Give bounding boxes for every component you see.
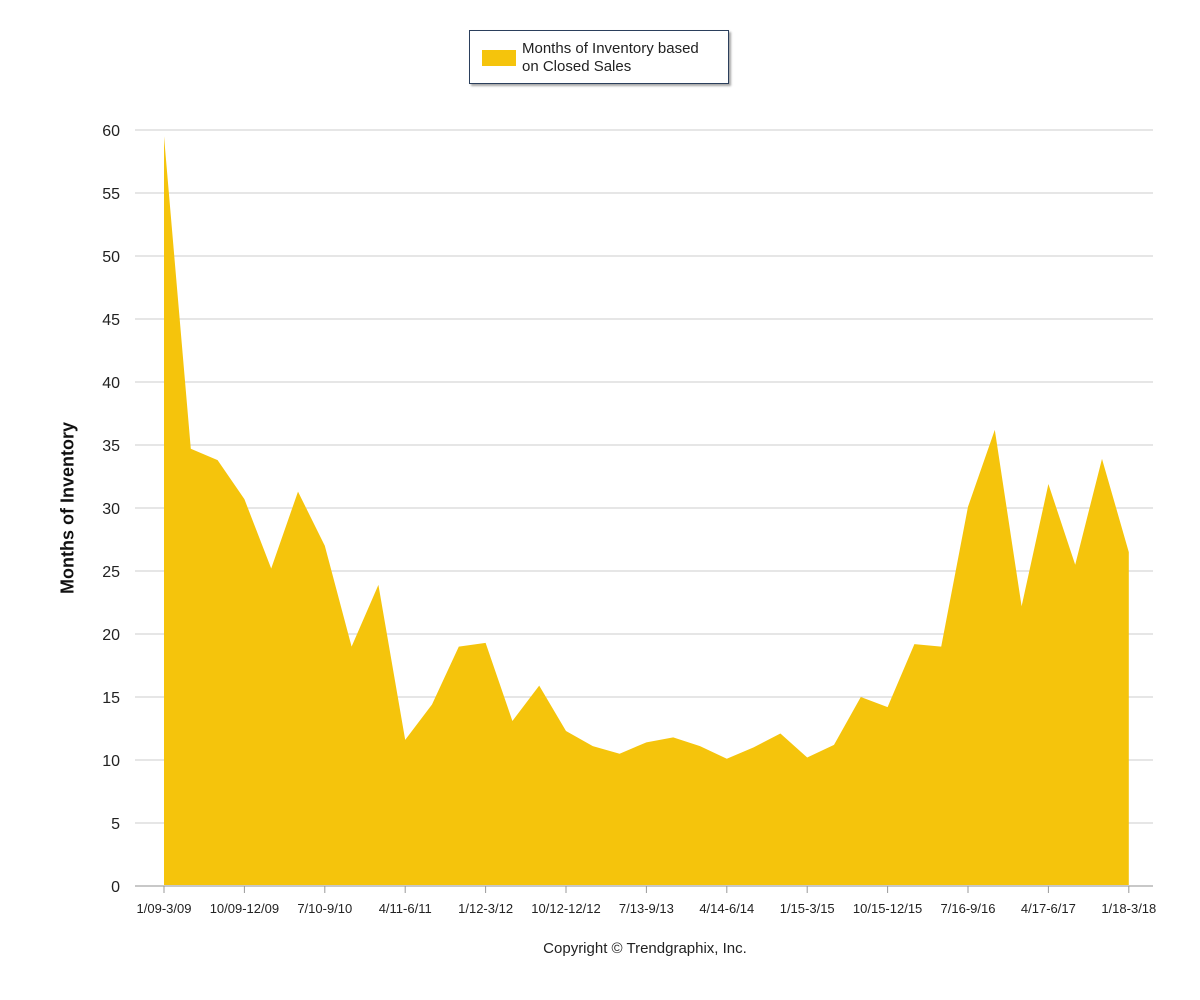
copyright-text: Copyright © Trendgraphix, Inc. — [543, 940, 747, 957]
y-tick-label: 55 — [102, 186, 120, 203]
x-tick-label: 10/12-12/12 — [531, 901, 600, 916]
area-series — [164, 136, 1129, 887]
x-tick-label: 1/15-3/15 — [780, 901, 835, 916]
y-axis-title: Months of Inventory — [57, 422, 78, 594]
y-tick-label: 40 — [102, 375, 120, 392]
x-tick-label: 1/12-3/12 — [458, 901, 513, 916]
x-tick-label: 1/09-3/09 — [137, 901, 192, 916]
y-tick-label: 10 — [102, 753, 120, 770]
y-tick-label: 20 — [102, 627, 120, 644]
legend-label-line-2: on Closed Sales — [522, 58, 632, 75]
y-tick-label: 5 — [111, 816, 120, 833]
x-tick-label: 4/11-6/11 — [379, 901, 432, 916]
y-tick-label: 30 — [102, 501, 120, 518]
legend-swatch — [482, 50, 516, 66]
y-tick-label: 0 — [111, 879, 120, 896]
x-tick-label: 10/09-12/09 — [210, 901, 279, 916]
y-tick-label: 25 — [102, 564, 120, 581]
y-axis-ticks: 0 5 10 15 20 25 30 35 40 45 50 55 60 — [102, 123, 120, 896]
y-tick-label: 50 — [102, 249, 120, 266]
x-tick-label: 4/14-6/14 — [699, 901, 754, 916]
x-axis-ticks: 1/09-3/09 10/09-12/09 7/10-9/10 4/11-6/11 1/… — [137, 886, 1156, 916]
x-tick-label: 7/10-9/10 — [297, 901, 352, 916]
y-tick-label: 15 — [102, 690, 120, 707]
legend-label: Months of Inventory based on Closed Sale… — [522, 40, 722, 76]
legend-label-line-1: Months of Inventory based — [522, 40, 699, 57]
x-tick-label: 7/13-9/13 — [619, 901, 674, 916]
y-tick-label: 45 — [102, 312, 120, 329]
y-tick-label: 35 — [102, 438, 120, 455]
x-tick-label: 1/18-3/18 — [1101, 901, 1156, 916]
x-tick-label: 10/15-12/15 — [853, 901, 922, 916]
y-tick-label: 60 — [102, 123, 120, 140]
x-tick-label: 7/16-9/16 — [941, 901, 996, 916]
legend: Months of Inventory based on Closed Sale… — [469, 30, 729, 84]
x-tick-label: 4/17-6/17 — [1021, 901, 1076, 916]
area-fill — [164, 136, 1129, 887]
